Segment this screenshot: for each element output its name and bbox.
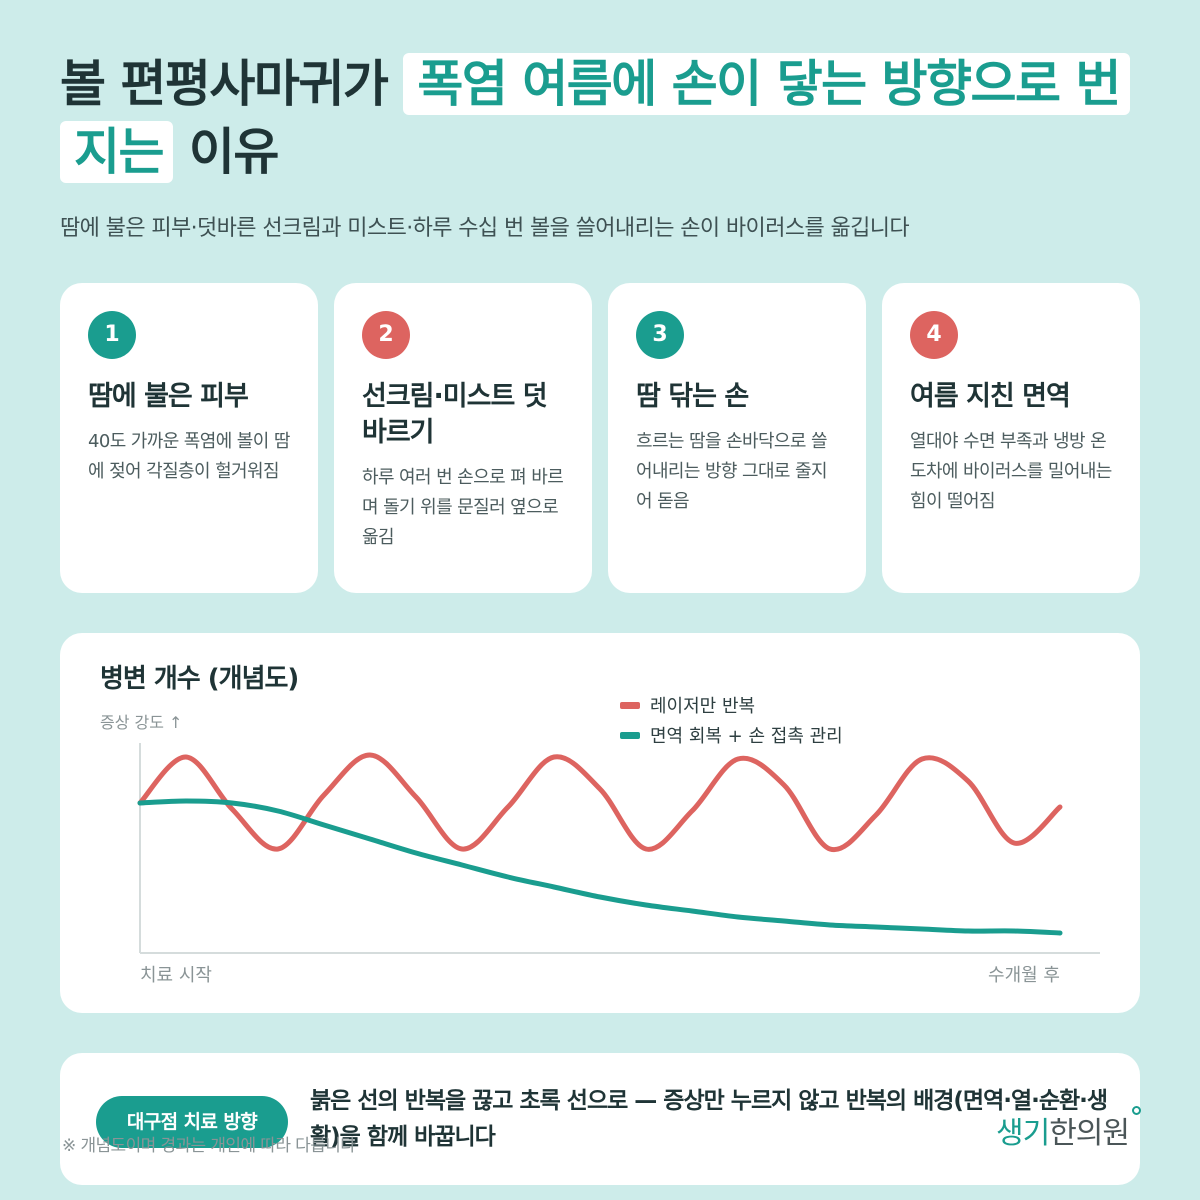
legend-swatch-red	[620, 702, 640, 709]
number-badge: 4	[910, 311, 958, 359]
x-axis-end-label: 수개월 후	[988, 965, 1060, 986]
legend-swatch-teal	[620, 732, 640, 739]
cause-cards: 1 땀에 불은 피부 40도 가까운 폭염에 볼이 땀에 젖어 각질층이 헐거워…	[60, 283, 1140, 593]
lesion-count-chart: 증상 강도 ↑ 치료 시작 수개월 후 레이저만 반복 면역 회복 + 손 접촉…	[100, 696, 1100, 986]
card-body: 흐르는 땀을 손바닥으로 쓸어내리는 방향 그대로 줄지어 돋음	[636, 431, 828, 512]
treatment-direction-box: 대구점 치료 방향 붉은 선의 반복을 끊고 초록 선으로 — 증상만 누르지 …	[60, 1053, 1140, 1185]
series-line-immune-care	[137, 798, 1063, 936]
title-tail: 이유	[188, 123, 280, 181]
clinic-logo: 생기한의원	[996, 1106, 1142, 1152]
card-heading: 땀에 불은 피부	[88, 381, 249, 412]
card-heading: 땀 닦는 손	[636, 381, 749, 412]
disclaimer-note: ※ 개념도이며 경과는 개인에 따라 다릅니다	[62, 1136, 356, 1156]
page-title: 볼 편평사마귀가 폭염 여름에 손이 닿는 방향으로 번지는 이유	[60, 50, 1160, 186]
cause-card-1: 1 땀에 불은 피부 40도 가까운 폭염에 볼이 땀에 젖어 각질층이 헐거워…	[60, 283, 318, 593]
title-lead: 볼 편평사마귀가	[60, 55, 389, 113]
cause-card-2: 2 선크림·미스트 덧바르기 하루 여러 번 손으로 펴 바르며 돌기 위를 문…	[334, 283, 592, 593]
chart-panel: 병변 개수 (개념도) 증상 강도 ↑ 치료 시작 수개월 후 레이저만 반복 …	[60, 633, 1140, 1013]
card-heading: 선크림·미스트 덧바르기	[362, 381, 548, 448]
treatment-message: 붉은 선의 반복을 끊고 초록 선으로 — 증상만 누르지 않고 반복의 배경(…	[310, 1088, 1108, 1150]
number-badge: 3	[636, 311, 684, 359]
card-body: 40도 가까운 폭염에 볼이 땀에 젖어 각질층이 헐거워짐	[88, 431, 290, 482]
cause-card-3: 3 땀 닦는 손 흐르는 땀을 손바닥으로 쓸어내리는 방향 그대로 줄지어 돋…	[608, 283, 866, 593]
series-line-laser-only	[137, 752, 1063, 853]
logo-sub: 한의원	[1049, 1116, 1130, 1151]
y-axis-label: 증상 강도 ↑	[100, 713, 182, 732]
chart-legend: 레이저만 반복 면역 회복 + 손 접촉 관리	[620, 696, 843, 747]
treatment-pill: 대구점 치료 방향	[96, 1096, 288, 1148]
legend-label-teal: 면역 회복 + 손 접촉 관리	[650, 726, 843, 747]
card-body: 열대야 수면 부족과 냉방 온도차에 바이러스를 밀어내는 힘이 떨어짐	[910, 431, 1112, 512]
x-axis-start-label: 치료 시작	[140, 965, 212, 986]
legend-label-red: 레이저만 반복	[650, 696, 755, 717]
number-badge: 2	[362, 311, 410, 359]
card-heading: 여름 지친 면역	[910, 381, 1071, 412]
series-group	[137, 752, 1063, 936]
chart-title: 병변 개수 (개념도)	[100, 664, 299, 694]
page-subtitle: 땀에 불은 피부·덧바른 선크림과 미스트·하루 수십 번 볼을 쓸어내리는 손…	[60, 216, 910, 241]
logo-main: 생기	[996, 1116, 1050, 1151]
cause-card-4: 4 여름 지친 면역 열대야 수면 부족과 냉방 온도차에 바이러스를 밀어내는…	[882, 283, 1140, 593]
card-body: 하루 여러 번 손으로 펴 바르며 돌기 위를 문질러 옆으로 옮김	[362, 467, 564, 548]
number-badge: 1	[88, 311, 136, 359]
logo-dot-icon	[1132, 1106, 1142, 1115]
